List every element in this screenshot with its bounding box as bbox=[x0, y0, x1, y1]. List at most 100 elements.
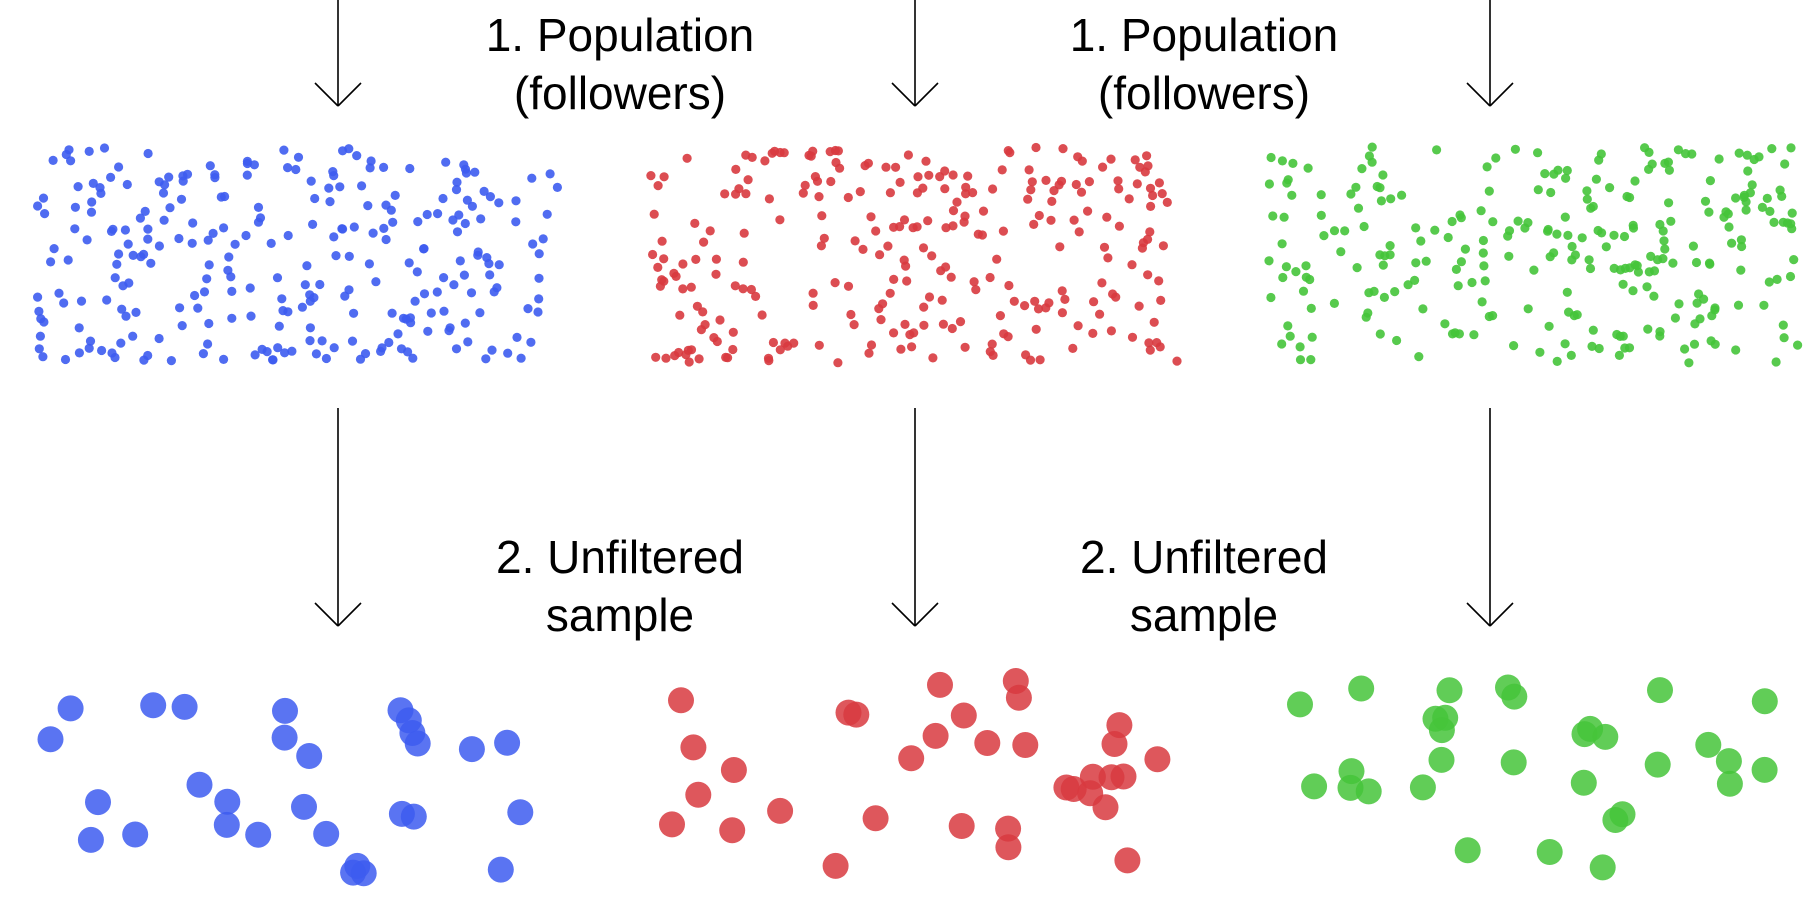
population-dot bbox=[511, 217, 521, 227]
population-dot bbox=[176, 194, 187, 204]
population-dot bbox=[1046, 215, 1056, 225]
population-dot bbox=[1103, 253, 1113, 263]
population-dot bbox=[210, 170, 220, 180]
sample-dot bbox=[1337, 774, 1364, 801]
population-dot bbox=[1771, 357, 1781, 367]
population-dot bbox=[968, 188, 978, 198]
population-dot bbox=[1734, 148, 1744, 158]
population-dot bbox=[405, 313, 415, 323]
population-dot bbox=[1154, 178, 1164, 188]
population-dot bbox=[881, 162, 891, 172]
population-dot bbox=[833, 146, 844, 156]
population-dot bbox=[889, 274, 899, 284]
population-dot bbox=[159, 215, 169, 225]
population-dot bbox=[139, 249, 149, 259]
population-dot bbox=[460, 218, 470, 229]
sample-dot bbox=[1589, 854, 1616, 881]
population-dot bbox=[227, 286, 237, 296]
population-dot bbox=[808, 300, 818, 310]
population-dot bbox=[1642, 282, 1652, 292]
population-label-2: 1. Population (followers) bbox=[1024, 6, 1384, 122]
population-dot bbox=[1513, 216, 1523, 226]
sample-dot bbox=[1409, 774, 1436, 801]
sample-dot bbox=[400, 803, 427, 830]
population-dot bbox=[1789, 255, 1799, 265]
population-dot bbox=[97, 345, 107, 356]
population-dot bbox=[885, 288, 895, 298]
population-dot bbox=[1416, 236, 1426, 246]
population-dot bbox=[1106, 326, 1116, 336]
population-dot bbox=[257, 344, 267, 354]
population-dot bbox=[1644, 267, 1654, 277]
population-dot bbox=[1156, 295, 1166, 305]
population-dot bbox=[459, 160, 469, 170]
population-dot bbox=[1298, 286, 1309, 296]
population-dot bbox=[988, 184, 998, 194]
population-dot bbox=[864, 348, 874, 358]
population-dot bbox=[1787, 224, 1797, 234]
population-dot bbox=[403, 347, 413, 357]
sample-dot bbox=[1432, 704, 1459, 731]
population-dot bbox=[1004, 280, 1014, 291]
population-dot bbox=[798, 188, 808, 198]
population-dot bbox=[855, 187, 865, 197]
population-dot bbox=[1609, 230, 1619, 240]
population-dot bbox=[691, 254, 701, 264]
sample-dot bbox=[1570, 769, 1597, 796]
population-dot bbox=[1705, 259, 1715, 269]
arrow-to-population-blue bbox=[314, 0, 362, 107]
population-dot bbox=[741, 189, 751, 199]
population-dot bbox=[49, 244, 59, 254]
population-dot bbox=[1410, 275, 1420, 285]
sample-cloud-red bbox=[659, 668, 1171, 879]
population-dot bbox=[1660, 158, 1670, 168]
population-dot bbox=[955, 317, 966, 327]
population-dot bbox=[246, 311, 256, 321]
population-dot bbox=[48, 155, 58, 165]
population-dot bbox=[1003, 332, 1013, 342]
population-dot bbox=[1778, 320, 1788, 330]
population-dot bbox=[800, 180, 810, 190]
population-dot bbox=[1124, 194, 1134, 204]
population-dot bbox=[927, 251, 937, 261]
population-dot bbox=[1453, 281, 1463, 291]
sample-dot bbox=[1005, 684, 1032, 711]
population-dot bbox=[698, 307, 708, 317]
population-dot bbox=[340, 291, 350, 301]
population-dot bbox=[1560, 339, 1570, 349]
population-dot bbox=[866, 212, 876, 222]
population-dot bbox=[1731, 193, 1741, 203]
population-dot bbox=[329, 171, 339, 181]
population-dot bbox=[1099, 242, 1110, 252]
population-dot bbox=[404, 258, 414, 268]
population-dot bbox=[1098, 162, 1108, 172]
sample-dot bbox=[1348, 675, 1375, 702]
population-dot bbox=[858, 244, 868, 254]
population-dot bbox=[948, 206, 959, 216]
population-dot bbox=[204, 260, 214, 270]
population-dot bbox=[1737, 241, 1747, 252]
population-dot bbox=[775, 215, 785, 225]
population-dot bbox=[202, 274, 212, 284]
population-dot bbox=[1700, 196, 1711, 206]
population-dot bbox=[1041, 175, 1051, 185]
population-dot bbox=[721, 352, 731, 362]
population-dot bbox=[38, 193, 49, 203]
population-dot bbox=[1567, 241, 1577, 252]
population-dot bbox=[1736, 235, 1746, 245]
population-dot bbox=[682, 153, 692, 163]
population-dot bbox=[1305, 274, 1315, 285]
population-dot bbox=[33, 201, 43, 211]
population-dot bbox=[1329, 298, 1339, 308]
sample-dot bbox=[1144, 746, 1171, 773]
population-dot bbox=[1020, 301, 1030, 311]
population-dot bbox=[1741, 197, 1751, 207]
population-dot bbox=[1376, 196, 1386, 206]
population-dot bbox=[1162, 197, 1172, 207]
population-dot bbox=[1158, 241, 1168, 251]
sample-dot bbox=[313, 820, 340, 847]
population-dot bbox=[1543, 226, 1553, 236]
population-dot bbox=[39, 317, 49, 327]
sample-dot bbox=[948, 813, 975, 839]
